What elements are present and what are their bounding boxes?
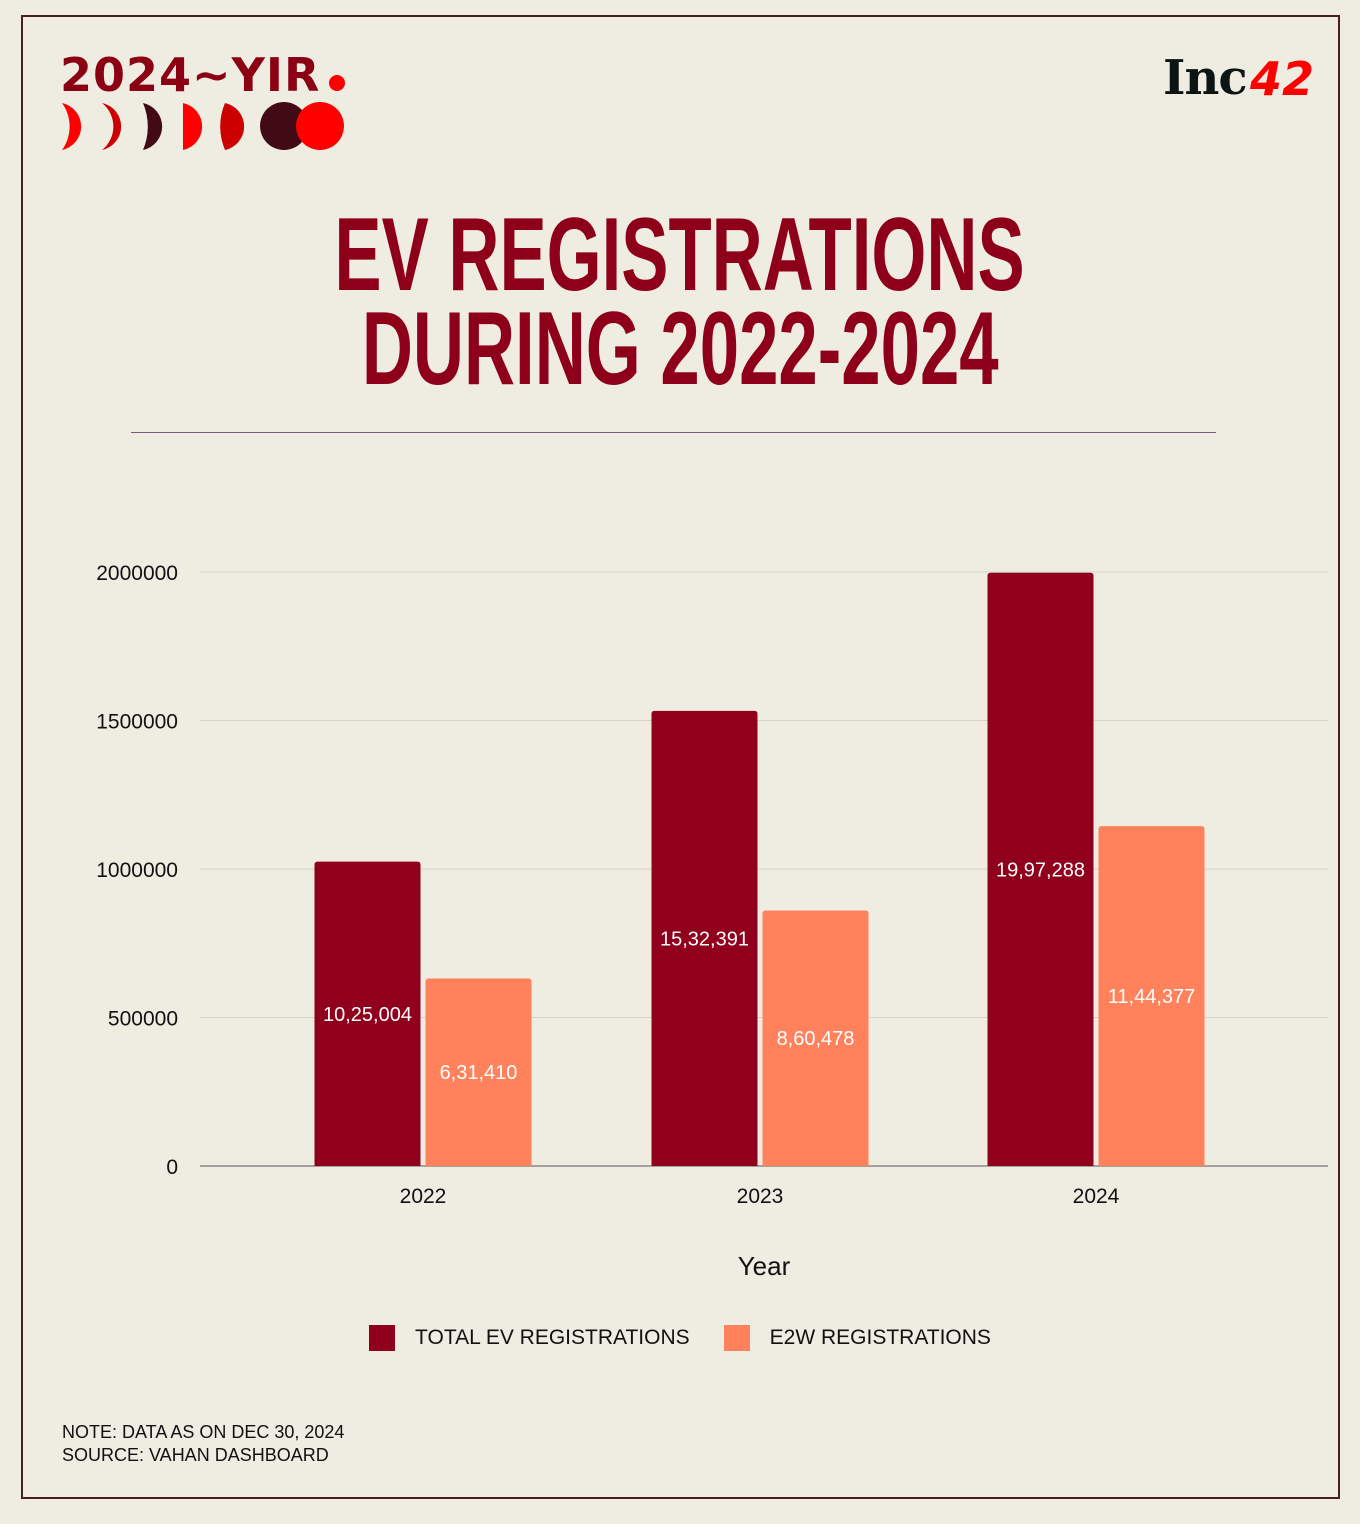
moon-phase-icon: [102, 103, 122, 150]
legend-item-total: TOTAL EV REGISTRATIONS: [369, 1325, 690, 1351]
y-tick-label: 0: [166, 1156, 178, 1179]
data-label: 6,31,410: [440, 1062, 518, 1084]
moon-phase-icon: [143, 103, 163, 150]
legend-label-total: TOTAL EV REGISTRATIONS: [415, 1326, 690, 1349]
yir-logo-dot: [329, 75, 345, 91]
x-tick-label: 2023: [737, 1185, 784, 1208]
inc42-logo-accent: 42: [1250, 52, 1315, 106]
y-tick-label: 500000: [108, 1008, 178, 1031]
source-text: SOURCE: VAHAN DASHBOARD: [62, 1445, 329, 1465]
legend-swatch-e2w: [723, 1325, 750, 1351]
legend: TOTAL EV REGISTRATIONS E2W REGISTRATIONS: [0, 1325, 1360, 1351]
note-text: NOTE: DATA AS ON DEC 30, 2024: [62, 1422, 345, 1442]
data-label: 15,32,391: [660, 928, 749, 950]
moon-phase-icon: [183, 103, 203, 150]
moon-phase-icon: [220, 103, 245, 150]
x-tick-label: 2022: [400, 1185, 447, 1208]
legend-swatch-total: [369, 1325, 396, 1351]
data-label: 19,97,288: [996, 859, 1085, 881]
y-tick-label: 1000000: [96, 859, 178, 882]
moon-phase-icon: [296, 102, 344, 150]
title-line-2: DURING 2022-2024: [361, 291, 999, 407]
moon-phase-icon: [62, 103, 82, 150]
moon-phase-icon: [260, 102, 308, 150]
bar-e2w-2024: [1098, 826, 1205, 1166]
bar-total-2024: [987, 572, 1094, 1166]
chart-title: EV REGISTRATIONS DURING 2022-2024: [0, 197, 1360, 407]
bar-e2w-2022: [425, 978, 532, 1166]
bar-e2w-2023: [762, 910, 869, 1166]
moon-phases-logo: [62, 102, 344, 150]
x-axis-title: Year: [738, 1251, 791, 1281]
title-divider: [131, 432, 1216, 433]
data-label: 10,25,004: [323, 1004, 412, 1026]
data-label: 8,60,478: [777, 1028, 855, 1050]
inc42-logo: Inc: [1163, 50, 1248, 106]
bar-total-2023: [651, 710, 758, 1166]
title-line-1: EV REGISTRATIONS: [334, 197, 1026, 313]
footnotes: NOTE: DATA AS ON DEC 30, 2024 SOURCE: VA…: [62, 1421, 344, 1467]
y-tick-label: 1500000: [96, 711, 178, 734]
x-tick-label: 2024: [1073, 1185, 1120, 1208]
y-tick-label: 2000000: [96, 562, 178, 585]
legend-label-e2w: E2W REGISTRATIONS: [769, 1326, 991, 1349]
frame-border: [21, 15, 1340, 1499]
yir-logo: 2024~YIR: [60, 48, 321, 102]
bar-total-2022: [314, 861, 421, 1166]
legend-item-e2w: E2W REGISTRATIONS: [723, 1325, 991, 1351]
data-label: 11,44,377: [1108, 986, 1196, 1008]
